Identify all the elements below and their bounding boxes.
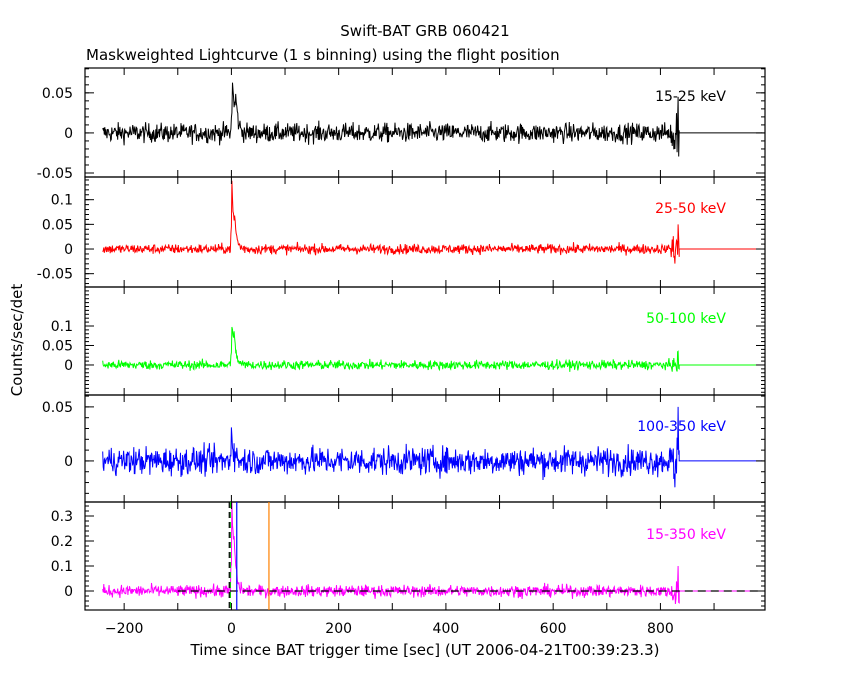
y-tick-label: 0.05 xyxy=(42,86,73,102)
series-label: 100-350 keV xyxy=(637,419,726,435)
panel-100-350-keV: 0 0.05 100-350 keV xyxy=(42,394,766,503)
series-line-100-350-keV xyxy=(102,406,763,488)
y-tick-label: 0.1 xyxy=(51,193,73,209)
y-tick-label: 0.05 xyxy=(42,217,73,233)
y-tick-label: 0.05 xyxy=(42,400,73,416)
x-tick-label: 600 xyxy=(540,621,567,637)
y-tick-label: 0.05 xyxy=(42,338,73,354)
series-line-50-100-keV xyxy=(102,326,763,372)
y-tick-label: 0.1 xyxy=(51,559,73,575)
panel-15-25-keV: -0.05 0 0.05 15-25 keV xyxy=(37,67,766,182)
series-line-25-50-keV xyxy=(102,180,763,264)
panel-frame xyxy=(84,67,766,178)
panel-frame xyxy=(84,286,766,396)
series-line-15-25-keV xyxy=(102,82,763,157)
chart-title: Swift-BAT GRB 060421 xyxy=(340,22,509,40)
x-tick-label: 0 xyxy=(227,621,236,637)
series-label: 25-50 keV xyxy=(655,201,726,217)
y-tick-label: 0 xyxy=(64,584,73,600)
y-tick-label: 0.2 xyxy=(51,534,73,550)
y-tick-label: 0 xyxy=(64,126,73,142)
y-tick-label: 0 xyxy=(64,358,73,374)
panel-frame xyxy=(84,176,766,288)
y-tick-label: -0.05 xyxy=(37,267,73,283)
y-tick-label: 0 xyxy=(64,242,73,258)
x-tick-label: 400 xyxy=(433,621,460,637)
y-tick-label: -0.05 xyxy=(37,166,73,182)
y-tick-label: 0.3 xyxy=(51,509,73,525)
x-tick-label: 200 xyxy=(325,621,352,637)
x-tick-label: 800 xyxy=(647,621,674,637)
series-label: 50-100 keV xyxy=(646,311,726,327)
x-tick-label: −200 xyxy=(105,621,143,637)
panel-15-350-keV: 0 0.1 0.2 0.3 15-350 keV xyxy=(51,501,766,611)
panel-25-50-keV: -0.05 0 0.05 0.1 25-50 keV xyxy=(37,176,766,288)
series-label: 15-25 keV xyxy=(655,89,726,105)
y-axis-label: Counts/sec/det xyxy=(8,284,26,397)
panel-frame xyxy=(84,394,766,503)
chart-subtitle: Maskweighted Lightcurve (1 s binning) us… xyxy=(86,46,560,64)
panel-50-100-keV: 0 0.05 0.1 50-100 keV xyxy=(42,286,766,396)
series-label: 15-350 keV xyxy=(646,527,726,543)
x-axis-label: Time since BAT trigger time [sec] (UT 20… xyxy=(190,641,660,659)
y-tick-label: 0.1 xyxy=(51,319,73,335)
y-tick-label: 0 xyxy=(64,454,73,470)
series-line-15-350-keV xyxy=(102,502,763,605)
